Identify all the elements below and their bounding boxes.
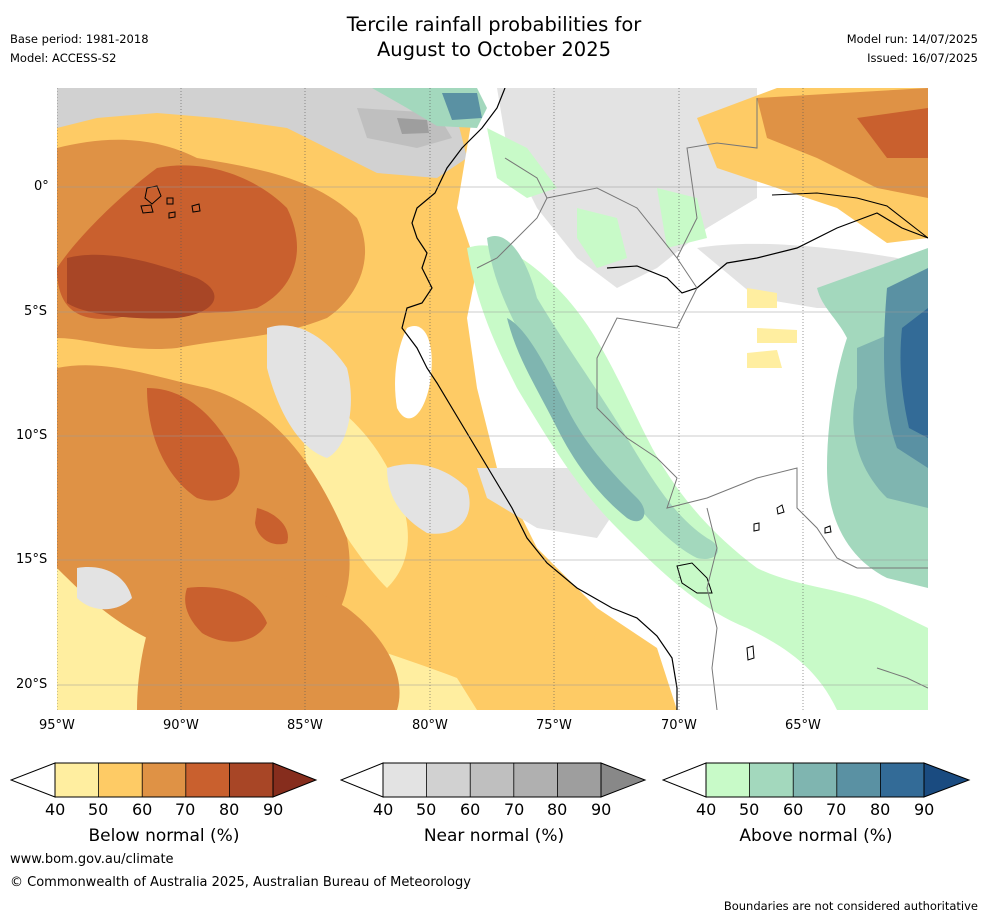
latitude-gridlines: [57, 186, 928, 686]
lat-label-15s: 15°S: [16, 552, 48, 567]
cb1-tick-60: 60: [460, 800, 481, 819]
cb2-tick-60: 60: [783, 800, 804, 819]
cb1-tick-80: 80: [547, 800, 568, 819]
disclaimer-text: Boundaries are not considered authoritat…: [723, 899, 978, 913]
lon-label-65w: 65°W: [785, 718, 821, 733]
base-period-text: Base period: 1981-2018: [10, 32, 149, 46]
website-link: www.bom.gov.au/climate: [10, 852, 174, 867]
cb0-tick-80: 80: [219, 800, 240, 819]
lat-label-20s: 20°S: [16, 677, 48, 692]
probability-map: [57, 88, 928, 710]
lake-titicaca: [676, 562, 713, 594]
title-line-1: Tercile rainfall probabilities for: [346, 13, 642, 36]
cb2-tick-70: 70: [826, 800, 847, 819]
cb1-tick-40: 40: [373, 800, 394, 819]
lon-label-80w: 80°W: [412, 718, 448, 733]
colorbar-near-normal-title: Near normal (%): [423, 826, 565, 846]
cb0-tick-60: 60: [132, 800, 153, 819]
lon-label-95w: 95°W: [39, 718, 75, 733]
cb2-tick-80: 80: [870, 800, 891, 819]
model-text: Model: ACCESS-S2: [10, 51, 117, 65]
colorbar-below-normal-title: Below normal (%): [88, 826, 240, 846]
map-title: Tercile rainfall probabilities for Augus…: [0, 12, 988, 62]
colorbar-above-normal: [662, 762, 971, 798]
colorbar-near-normal: [340, 762, 647, 798]
title-line-2: August to October 2025: [376, 38, 612, 61]
colorbar-below-normal: [10, 762, 318, 798]
lon-label-85w: 85°W: [287, 718, 323, 733]
lon-label-75w: 75°W: [536, 718, 572, 733]
cb1-tick-50: 50: [416, 800, 437, 819]
cb0-tick-70: 70: [175, 800, 196, 819]
lon-label-90w: 90°W: [163, 718, 199, 733]
colorbar-above-normal-title: Above normal (%): [739, 826, 893, 846]
lon-label-70w: 70°W: [661, 718, 697, 733]
issued-text: Issued: 16/07/2025: [867, 51, 978, 65]
cb0-tick-50: 50: [88, 800, 109, 819]
amazon-river: [606, 212, 928, 294]
lat-label-0: 0°: [34, 179, 49, 194]
cb0-tick-40: 40: [45, 800, 66, 819]
cb2-tick-90: 90: [914, 800, 935, 819]
cb2-tick-40: 40: [696, 800, 717, 819]
model-run-text: Model run: 14/07/2025: [846, 32, 978, 46]
cb1-tick-90: 90: [591, 800, 612, 819]
cb2-tick-50: 50: [739, 800, 760, 819]
copyright-text: © Commonwealth of Australia 2025, Austra…: [10, 875, 471, 890]
cb1-tick-70: 70: [504, 800, 525, 819]
lat-label-10s: 10°S: [16, 428, 48, 443]
coastline: [401, 88, 678, 710]
lat-label-5s: 5°S: [24, 304, 48, 319]
cb0-tick-90: 90: [263, 800, 284, 819]
